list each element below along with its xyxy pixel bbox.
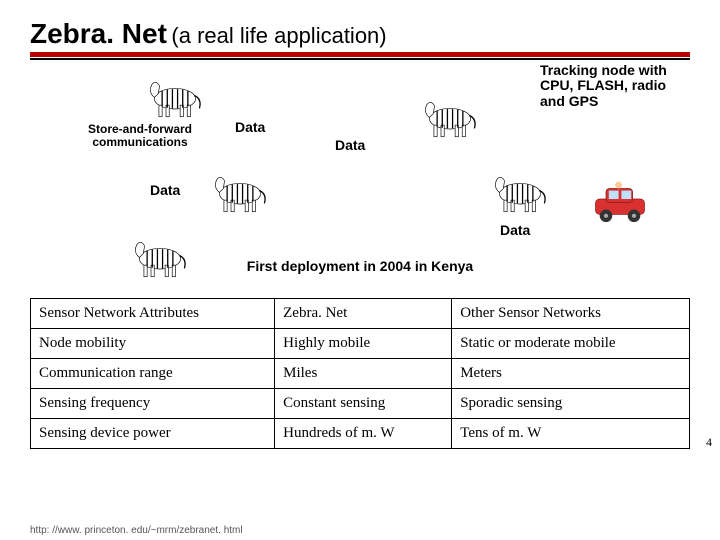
data-label: Data xyxy=(335,138,365,153)
slide-title: Zebra. Net (a real life application) xyxy=(30,18,690,50)
col-header: Zebra. Net xyxy=(275,299,452,329)
col-header: Other Sensor Networks xyxy=(452,299,690,329)
page-number: 4 xyxy=(706,435,712,450)
table-row: Node mobility Highly mobile Static or mo… xyxy=(31,329,690,359)
attributes-table: Sensor Network Attributes Zebra. Net Oth… xyxy=(30,298,690,449)
table-header-row: Sensor Network Attributes Zebra. Net Oth… xyxy=(31,299,690,329)
tracking-node-label: Tracking node with CPU, FLASH, radio and… xyxy=(540,63,680,109)
store-forward-l2: communications xyxy=(92,135,187,149)
store-forward-label: Store-and-forward communications xyxy=(70,123,210,149)
data-label: Data xyxy=(235,120,265,135)
car-icon xyxy=(585,178,655,228)
diagram-area: Store-and-forward communications Trackin… xyxy=(30,68,690,298)
subtitle-text: (a real life application) xyxy=(171,23,386,48)
table-row: Sensing frequency Constant sensing Spora… xyxy=(31,389,690,419)
footer-url: http: //www. princeton. edu/~mrm/zebrane… xyxy=(30,525,243,536)
data-label: Data xyxy=(150,183,180,198)
store-forward-l1: Store-and-forward xyxy=(88,122,192,136)
table-row: Sensing device power Hundreds of m. W Te… xyxy=(31,419,690,449)
col-header: Sensor Network Attributes xyxy=(31,299,275,329)
zebra-icon xyxy=(125,233,195,278)
data-label: Data xyxy=(500,223,530,238)
zebra-icon xyxy=(415,93,485,138)
zebra-icon xyxy=(485,168,555,213)
title-text: Zebra. Net xyxy=(30,18,167,49)
table-body: Node mobility Highly mobile Static or mo… xyxy=(31,329,690,449)
title-rule xyxy=(30,52,690,60)
rule-black xyxy=(30,58,690,60)
table-row: Communication range Miles Meters xyxy=(31,359,690,389)
zebra-icon xyxy=(205,168,275,213)
zebra-icon xyxy=(140,73,210,118)
rule-red xyxy=(30,52,690,57)
